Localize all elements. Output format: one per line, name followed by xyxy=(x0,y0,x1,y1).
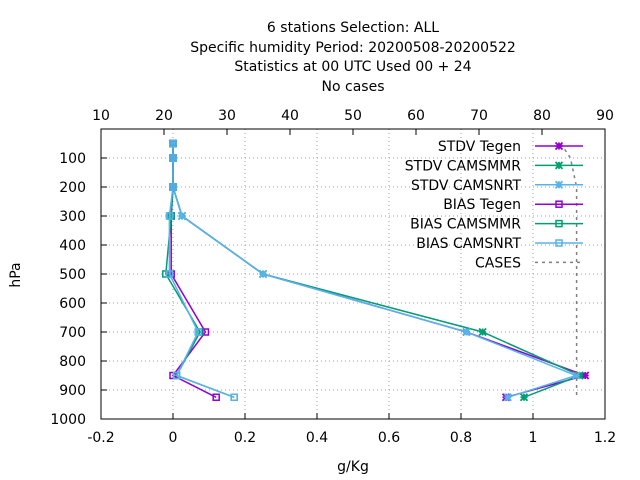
legend: STDV Tegen STDV CAMSMMR STDV CAMSNRT BIAS T… xyxy=(405,139,583,271)
series-layer xyxy=(162,139,590,402)
legend-label: BIAS CAMSMMR xyxy=(410,217,521,233)
x-tick-label: 0.2 xyxy=(234,430,256,446)
bias-camsnrt-point xyxy=(169,183,177,191)
y-tick-label: 700 xyxy=(59,325,86,341)
title-line-1: 6 stations Selection: ALL xyxy=(267,20,439,36)
legend-label: STDV CAMSMMR xyxy=(405,158,521,174)
x2-axis: 10 20 30 40 50 60 70 80 90 xyxy=(92,108,614,135)
title-line-2: Specific humidity Period: 20200508-20200… xyxy=(190,40,516,56)
x-axis: -0.2 0 0.2 0.4 0.6 0.8 1 1.2 xyxy=(87,413,616,446)
legend-item-stdv-camsmmr: STDV CAMSMMR xyxy=(405,158,583,174)
title-line-4: No cases xyxy=(322,79,385,95)
x-tick-label: 0.4 xyxy=(306,430,328,446)
bias-camsnrt-point xyxy=(165,212,174,220)
x2-tick-label: 70 xyxy=(470,108,488,124)
stdv-camsnrt-point xyxy=(462,327,471,337)
x2-tick-label: 60 xyxy=(407,108,425,124)
x-tick-label: 0.8 xyxy=(450,430,472,446)
bias-camsnrt-point xyxy=(169,139,177,148)
title-line-3: Statistics at 00 UTC Used 00 + 24 xyxy=(234,59,471,75)
stdv-camsmmr-point xyxy=(575,371,584,380)
x2-tick-label: 80 xyxy=(533,108,551,124)
stdv-camsnrt-point xyxy=(503,393,512,402)
y-axis-label: hPa xyxy=(8,262,24,287)
y-tick-label: 200 xyxy=(59,180,86,196)
legend-label: BIAS CAMSNRT xyxy=(416,236,521,252)
legend-item-bias-camsmmr: BIAS CAMSMMR xyxy=(410,217,583,233)
y-tick-label: 500 xyxy=(59,267,86,283)
stdv-camsnrt-point xyxy=(258,269,268,279)
x2-tick-label: 50 xyxy=(344,108,362,124)
stdv-camsmmr-point xyxy=(519,393,529,402)
y-tick-label: 800 xyxy=(59,354,86,370)
legend-bias-tegen-point xyxy=(555,200,563,208)
y-tick-label: 1000 xyxy=(50,412,86,428)
x-tick-label: 0 xyxy=(169,430,178,446)
series-line-bias-camsnrt xyxy=(168,143,235,399)
x-axis-label: g/Kg xyxy=(337,459,369,475)
x-tick-label: -0.2 xyxy=(87,430,114,446)
legend-label: STDV CAMSNRT xyxy=(411,178,522,194)
x2-tick-label: 10 xyxy=(92,108,110,124)
bias-camsnrt-point xyxy=(194,328,202,336)
x-tick-label: 1 xyxy=(529,430,538,446)
y-tick-label: 100 xyxy=(59,151,86,167)
legend-item-cases: CASES xyxy=(475,255,583,271)
x2-tick-label: 40 xyxy=(281,108,299,124)
x2-tick-label: 20 xyxy=(155,108,173,124)
bias-tegen-point xyxy=(212,393,220,401)
legend-label: CASES xyxy=(475,255,521,271)
bias-camsnrt-point xyxy=(230,393,238,401)
x-tick-label: 1.2 xyxy=(594,430,616,446)
stdv-camsmmr-point xyxy=(478,327,487,337)
x2-tick-label: 90 xyxy=(596,108,614,124)
chart-title: 6 stations Selection: ALL Specific humid… xyxy=(190,20,516,95)
bias-camsnrt-point xyxy=(169,154,177,162)
bias-camsnrt-point xyxy=(165,270,174,278)
y-axis: 100 200 300 400 500 600 700 800 900 1000 xyxy=(50,151,107,428)
x-tick-label: 0.6 xyxy=(378,430,400,446)
legend-item-stdv-tegen: STDV Tegen xyxy=(438,139,583,155)
y-tick-label: 600 xyxy=(59,296,86,312)
x2-tick-label: 30 xyxy=(218,108,236,124)
legend-stdv-tegen-point xyxy=(554,141,564,151)
legend-bias-camsnrt-point xyxy=(555,239,563,247)
legend-label: STDV Tegen xyxy=(438,139,521,155)
legend-item-stdv-camsnrt: STDV CAMSNRT xyxy=(411,178,583,194)
y-tick-label: 300 xyxy=(59,209,86,225)
y-tick-label: 400 xyxy=(59,238,86,254)
legend-stdv-camsmmr-point xyxy=(554,161,564,170)
stdv-camsnrt-point xyxy=(177,211,187,221)
legend-item-bias-camsnrt: BIAS CAMSNRT xyxy=(416,236,583,252)
y-tick-label: 900 xyxy=(59,383,86,399)
legend-bias-camsmmr-point xyxy=(555,219,563,228)
legend-label: BIAS Tegen xyxy=(443,197,521,213)
legend-stdv-camsnrt-point xyxy=(554,180,564,189)
stdv-tegen-point xyxy=(581,371,590,380)
legend-item-bias-tegen: BIAS Tegen xyxy=(443,197,583,213)
series-cases xyxy=(560,143,578,398)
stdv-camsnrt-point xyxy=(572,371,581,380)
bias-camsnrt-point xyxy=(172,371,181,380)
series-bias-camsnrt xyxy=(165,139,238,401)
series-line-cases xyxy=(560,143,578,398)
